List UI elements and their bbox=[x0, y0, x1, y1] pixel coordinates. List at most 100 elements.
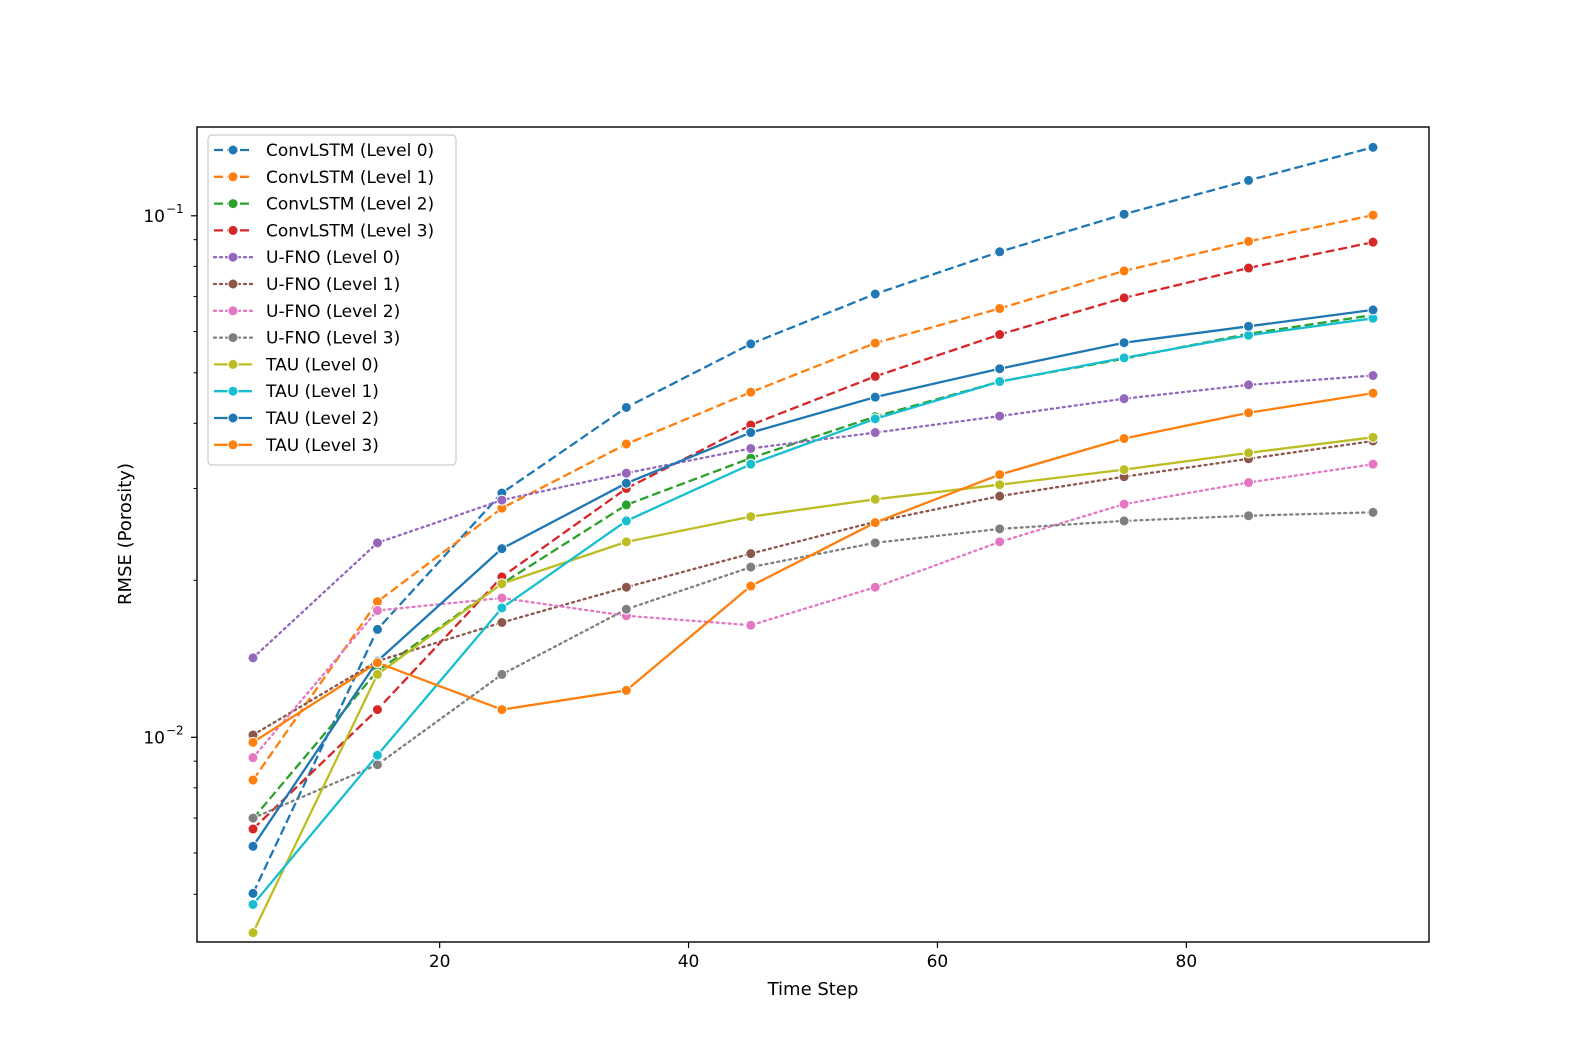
legend-marker bbox=[227, 198, 239, 210]
data-point bbox=[247, 898, 259, 910]
data-point bbox=[745, 511, 757, 523]
y-tick-exponent: −2 bbox=[166, 723, 184, 737]
data-point bbox=[247, 736, 259, 748]
data-point bbox=[371, 668, 383, 680]
series-layer bbox=[247, 141, 1379, 939]
plot-frame bbox=[196, 126, 1430, 943]
data-point bbox=[1243, 379, 1255, 391]
data-point bbox=[869, 427, 881, 439]
legend-marker bbox=[227, 385, 239, 397]
legend-marker bbox=[227, 144, 239, 156]
data-point bbox=[994, 479, 1006, 491]
data-point bbox=[994, 469, 1006, 481]
data-point bbox=[745, 561, 757, 573]
data-point bbox=[247, 823, 259, 835]
data-point bbox=[745, 548, 757, 560]
series-9 bbox=[247, 312, 1379, 910]
data-point bbox=[1118, 433, 1130, 445]
legend-entry: U-FNO (Level 2) bbox=[212, 302, 400, 322]
data-point bbox=[1367, 431, 1379, 443]
data-point bbox=[1118, 515, 1130, 527]
data-point bbox=[745, 386, 757, 398]
data-point bbox=[496, 602, 508, 614]
data-point bbox=[869, 288, 881, 300]
data-point bbox=[620, 536, 632, 548]
series-line bbox=[252, 241, 1374, 830]
data-point bbox=[1367, 370, 1379, 382]
legend-marker bbox=[227, 224, 239, 236]
data-point bbox=[1118, 393, 1130, 405]
data-point bbox=[496, 704, 508, 716]
data-point bbox=[1243, 407, 1255, 419]
data-point bbox=[994, 490, 1006, 502]
data-point bbox=[745, 619, 757, 631]
data-point bbox=[994, 303, 1006, 315]
data-point bbox=[1118, 498, 1130, 510]
data-point bbox=[620, 499, 632, 511]
legend-marker bbox=[227, 439, 239, 451]
data-point bbox=[745, 580, 757, 592]
legend-entry: TAU (Level 2) bbox=[214, 409, 379, 429]
x-axis-label: Time Step bbox=[767, 979, 859, 1000]
legend-label: TAU (Level 0) bbox=[265, 355, 379, 375]
data-point bbox=[620, 467, 632, 479]
legend-marker bbox=[227, 251, 239, 263]
data-point bbox=[1118, 352, 1130, 364]
data-point bbox=[620, 477, 632, 489]
legend-label: TAU (Level 3) bbox=[265, 436, 379, 456]
data-point bbox=[371, 623, 383, 635]
series-line bbox=[251, 439, 1375, 737]
data-point bbox=[1118, 265, 1130, 277]
data-point bbox=[620, 438, 632, 450]
data-point bbox=[1118, 464, 1130, 476]
data-point bbox=[496, 494, 508, 506]
data-point bbox=[1243, 320, 1255, 332]
data-point bbox=[371, 605, 383, 617]
data-point bbox=[496, 592, 508, 604]
legend-label: ConvLSTM (Level 1) bbox=[266, 168, 434, 188]
data-point bbox=[620, 581, 632, 593]
legend-label: TAU (Level 2) bbox=[265, 409, 379, 429]
data-point bbox=[745, 338, 757, 350]
series-8 bbox=[247, 431, 1379, 939]
data-point bbox=[496, 543, 508, 555]
data-point bbox=[869, 413, 881, 425]
legend-entry: ConvLSTM (Level 2) bbox=[214, 195, 434, 215]
data-point bbox=[869, 581, 881, 593]
data-point bbox=[994, 329, 1006, 341]
data-point bbox=[496, 578, 508, 590]
data-point bbox=[1118, 292, 1130, 304]
y-axis: 10−110−2 bbox=[143, 202, 197, 895]
data-point bbox=[496, 668, 508, 680]
legend-label: U-FNO (Level 2) bbox=[266, 302, 400, 322]
legend-entry: TAU (Level 1) bbox=[214, 382, 379, 402]
data-point bbox=[869, 391, 881, 403]
legend-marker bbox=[227, 278, 239, 290]
legend-entry: U-FNO (Level 0) bbox=[212, 248, 400, 268]
data-point bbox=[1243, 262, 1255, 274]
data-point bbox=[745, 427, 757, 439]
legend-label: U-FNO (Level 1) bbox=[266, 275, 400, 295]
data-point bbox=[371, 749, 383, 761]
series-line bbox=[252, 313, 1374, 820]
legend-marker bbox=[227, 412, 239, 424]
series-line bbox=[252, 308, 1374, 847]
data-point bbox=[620, 401, 632, 413]
data-point bbox=[869, 517, 881, 529]
data-point bbox=[620, 603, 632, 615]
data-point bbox=[1367, 458, 1379, 470]
series-11 bbox=[247, 387, 1379, 748]
data-point bbox=[869, 370, 881, 382]
legend-box bbox=[207, 134, 457, 466]
legend-marker bbox=[227, 332, 239, 344]
legend-label: ConvLSTM (Level 0) bbox=[266, 141, 434, 161]
data-point bbox=[745, 458, 757, 470]
x-axis: 20 40 60 80 bbox=[429, 942, 1197, 972]
data-point bbox=[1243, 447, 1255, 459]
data-point bbox=[1118, 337, 1130, 349]
x-tick-label: 60 bbox=[927, 952, 949, 972]
data-point bbox=[994, 536, 1006, 548]
data-point bbox=[620, 684, 632, 696]
data-point bbox=[994, 246, 1006, 258]
